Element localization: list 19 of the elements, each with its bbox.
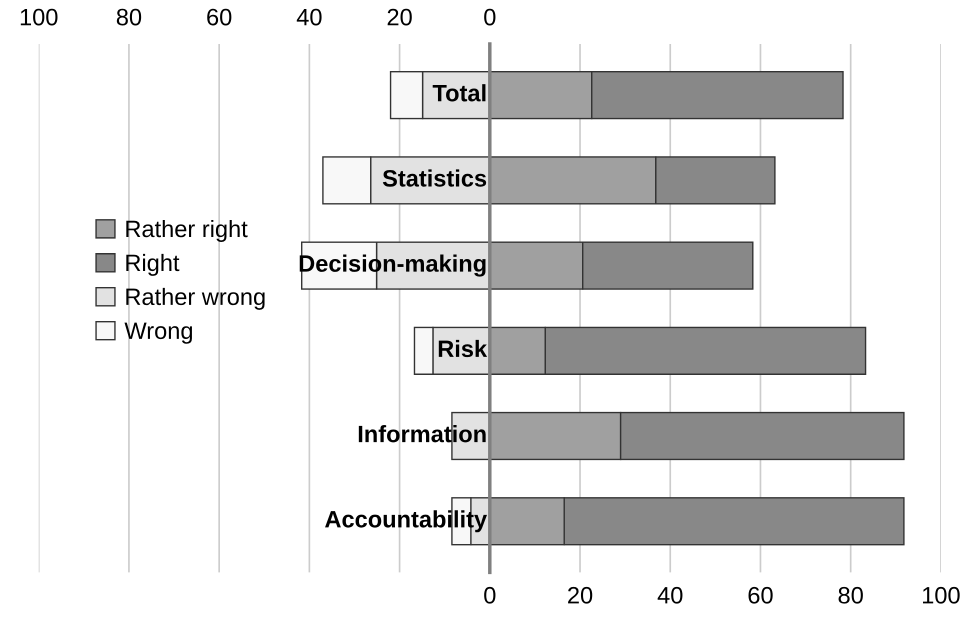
legend-label: Right <box>126 254 180 276</box>
x2-tick-label: 80 <box>116 8 142 26</box>
x-tick-label: 100 <box>923 586 960 604</box>
x-tick-label: 60 <box>748 586 773 604</box>
x2-tick-label: 20 <box>388 8 412 26</box>
legend-label: Rather right <box>126 220 248 242</box>
x2-tick-label: 0 <box>484 8 496 26</box>
y-tick-label: Total <box>432 84 486 102</box>
x-tick-label: 80 <box>838 586 863 604</box>
x-tick-label: 0 <box>484 586 496 604</box>
x2-tick-label: 60 <box>207 8 232 26</box>
y-tick-label: Risk <box>438 340 488 358</box>
x-tick-label: 20 <box>568 586 592 604</box>
y-tick-label: Statistics <box>382 169 486 187</box>
x2-tick-label: 100 <box>20 8 58 26</box>
legend-label: Rather wrong <box>126 288 265 310</box>
x2-tick-label: 40 <box>296 8 322 26</box>
legend-label: Wrong <box>124 322 192 344</box>
x-tick-label: 40 <box>658 586 682 604</box>
